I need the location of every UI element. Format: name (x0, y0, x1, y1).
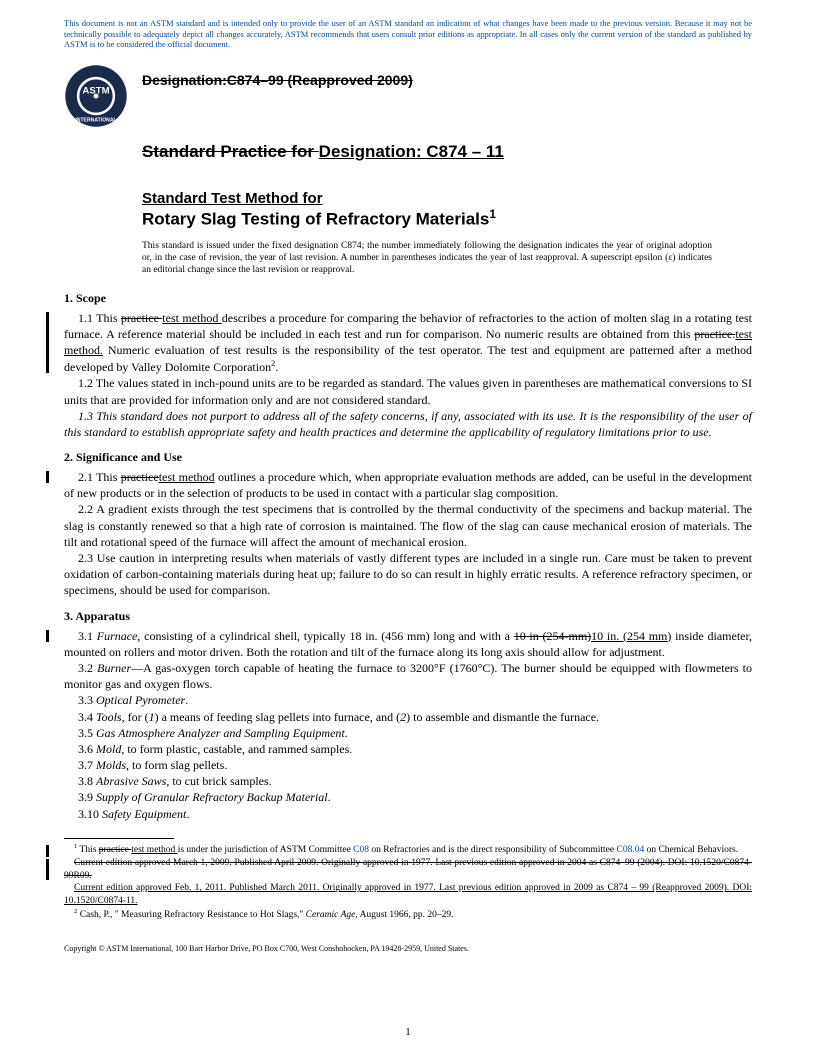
footnote-rule (64, 838, 174, 839)
sig-2-3: 2.3 Use caution in interpreting results … (64, 550, 752, 599)
svg-text:INTERNATIONAL: INTERNATIONAL (75, 117, 116, 123)
scope-heading: 1. Scope (64, 291, 752, 306)
app-3-9: 3.9 Supply of Granular Refractory Backup… (64, 789, 752, 805)
new-designation: Designation: C874 – 11 (319, 142, 504, 161)
new-designation-line: Standard Practice for Designation: C874 … (142, 142, 752, 162)
app-3-5: 3.5 Gas Atmosphere Analyzer and Sampling… (64, 725, 752, 741)
link-c08[interactable]: C08 (353, 845, 369, 855)
app-3-2: 3.2 Burner—A gas-oxygen torch capable of… (64, 660, 752, 692)
old-designation: Designation:C874–99 (Reapproved 2009) (142, 72, 413, 88)
disclaimer-text: This document is not an ASTM standard an… (64, 18, 752, 50)
apparatus-heading: 3. Apparatus (64, 609, 752, 624)
significance-body: 2.1 This practicetest method outlines a … (64, 469, 752, 599)
header-row: ASTM INTERNATIONAL Designation:C874–99 (… (64, 64, 752, 128)
scope-body: 1.1 This practice test method describes … (64, 310, 752, 441)
app-3-6: 3.6 Mold, to form plastic, castable, and… (64, 741, 752, 757)
title-line1: Standard Test Method for (142, 190, 752, 207)
strike-standard-practice: Standard Practice for (142, 142, 319, 161)
astm-logo: ASTM INTERNATIONAL (64, 64, 128, 128)
page-number: 1 (0, 1026, 816, 1038)
app-3-3: 3.3 Optical Pyrometer. (64, 692, 752, 708)
footnotes: 1 This practice test method is under the… (64, 843, 752, 922)
sig-2-1: 2.1 This practicetest method outlines a … (64, 469, 752, 501)
app-3-8: 3.8 Abrasive Saws, to cut brick samples. (64, 773, 752, 789)
footnote-1: 1 This practice test method is under the… (64, 843, 752, 857)
app-3-4: 3.4 Tools, for (1) a means of feeding sl… (64, 709, 752, 725)
copyright: Copyright © ASTM International, 100 Barr… (64, 944, 752, 953)
app-3-10: 3.10 Safety Equipment. (64, 806, 752, 822)
sig-2-2: 2.2 A gradient exists through the test s… (64, 501, 752, 550)
app-3-7: 3.7 Molds, to form slag pellets. (64, 757, 752, 773)
footnote-2: 2 Cash, P., " Measuring Refractory Resis… (64, 908, 752, 922)
app-3-1: 3.1 Furnace, consisting of a cylindrical… (64, 628, 752, 660)
significance-heading: 2. Significance and Use (64, 450, 752, 465)
link-c0804[interactable]: C08.04 (616, 845, 644, 855)
issue-note: This standard is issued under the fixed … (142, 240, 752, 277)
title-line2: Rotary Slag Testing of Refractory Materi… (142, 207, 752, 230)
scope-1-3: 1.3 This standard does not purport to ad… (64, 408, 752, 440)
footnote-1-old-edition: Current edition approved March 1, 2009. … (64, 857, 752, 883)
scope-1-2: 1.2 The values stated in inch-pound unit… (64, 375, 752, 407)
footnote-1-new-edition: Current edition approved Feb. 1, 2011. P… (64, 882, 752, 908)
apparatus-body: 3.1 Furnace, consisting of a cylindrical… (64, 628, 752, 822)
title-block: Standard Test Method for Rotary Slag Tes… (142, 190, 752, 230)
scope-1-1: 1.1 This practice test method describes … (64, 310, 752, 376)
